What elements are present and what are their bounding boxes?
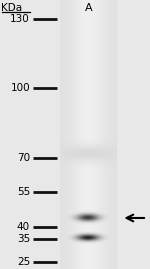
Text: A: A <box>85 3 92 13</box>
Text: 100: 100 <box>10 83 30 93</box>
Text: KDa: KDa <box>2 3 23 13</box>
Text: 25: 25 <box>17 257 30 267</box>
Text: 130: 130 <box>10 13 30 24</box>
Text: 70: 70 <box>17 153 30 163</box>
Text: 35: 35 <box>17 234 30 244</box>
Text: 40: 40 <box>17 222 30 232</box>
Text: 55: 55 <box>17 187 30 197</box>
